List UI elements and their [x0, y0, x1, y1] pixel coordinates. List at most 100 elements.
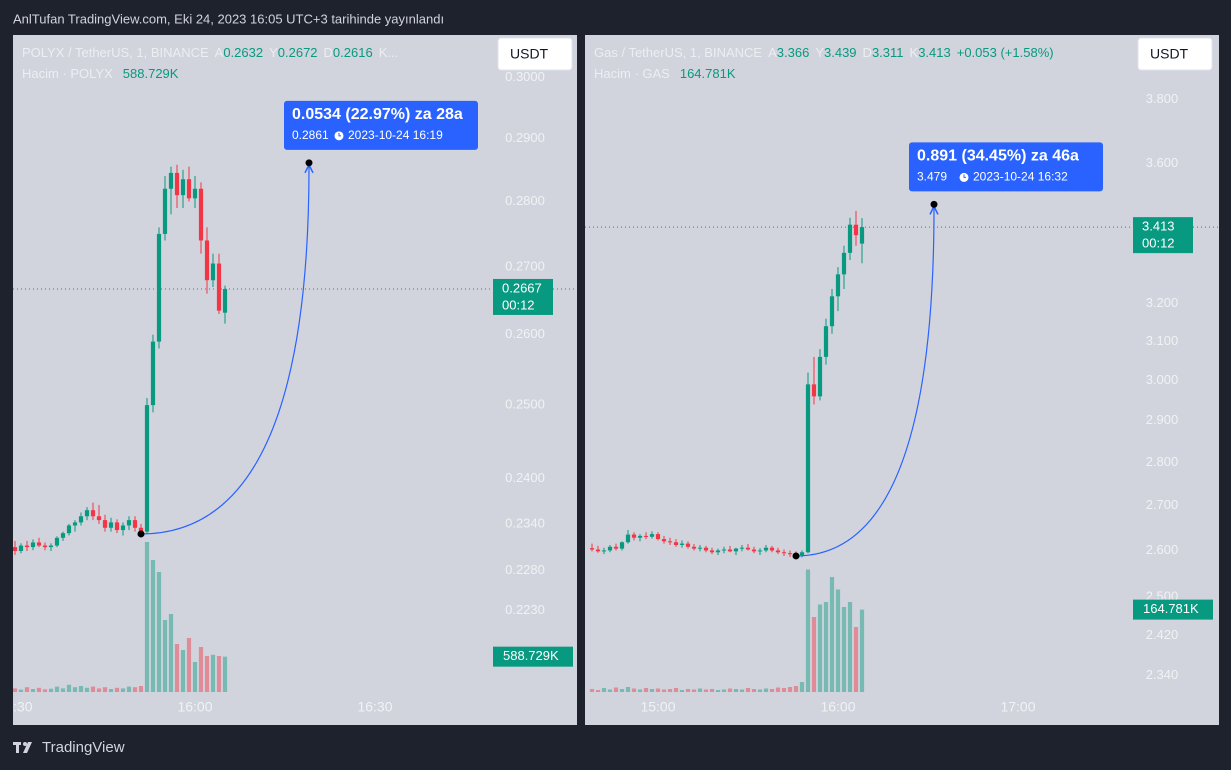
- volume-bar: [13, 688, 18, 692]
- volume-bar: [90, 686, 96, 692]
- volume-bar: [198, 647, 204, 692]
- legend-key: Y: [269, 45, 278, 60]
- legend-key: D: [863, 45, 872, 60]
- candle-body: [114, 522, 120, 531]
- volume-badge-label: 588.729K: [503, 648, 559, 663]
- volume-bar: [631, 688, 637, 692]
- y-tick-label: 2.700: [1146, 497, 1179, 512]
- volume-bar: [595, 690, 601, 692]
- last-price-badge: [493, 278, 553, 315]
- volume-bar: [150, 560, 156, 692]
- legend-key: K: [910, 45, 919, 60]
- candle-body: [180, 179, 186, 196]
- candle-body: [66, 525, 72, 534]
- candle-body: [685, 543, 691, 547]
- candle-body: [631, 534, 637, 538]
- volume-bar: [655, 688, 661, 692]
- candle-body: [192, 188, 198, 199]
- countdown-label: 00:12: [502, 297, 535, 312]
- candle-body: [72, 522, 78, 526]
- candle-body: [667, 541, 673, 543]
- legend-value: 3.366: [777, 45, 810, 60]
- volume-bar: [751, 689, 757, 692]
- candle-body: [691, 546, 697, 549]
- candle-body: [625, 534, 631, 543]
- candle-body: [733, 548, 739, 552]
- candle-body: [673, 542, 679, 545]
- candle-body: [817, 356, 823, 397]
- volume-bar: [186, 638, 192, 692]
- candle-body: [96, 516, 102, 521]
- candle-body: [36, 542, 42, 546]
- volume-bar: [18, 689, 24, 692]
- x-tick-label: 16:00: [177, 699, 212, 715]
- candle-body: [787, 553, 793, 555]
- currency-button[interactable]: [497, 37, 573, 71]
- candle-body: [204, 240, 210, 281]
- candle-body: [703, 547, 709, 551]
- candle-body: [853, 224, 859, 236]
- y-tick-label: 0.2500: [505, 397, 545, 412]
- volume-bar: [619, 689, 625, 692]
- legend-volume: Hacim · POLYX 588.729K: [22, 66, 179, 81]
- volume-bar: [210, 654, 216, 692]
- candle-body: [156, 233, 162, 342]
- volume-bar: [138, 686, 144, 692]
- y-tick-label: 0.2230: [505, 602, 545, 617]
- volume-bar: [114, 687, 120, 692]
- legend-value: 0.2616: [333, 45, 373, 60]
- candle-body: [132, 520, 138, 528]
- candle-body: [655, 534, 661, 540]
- volume-bar: [589, 689, 595, 692]
- legend-value: +0.053 (+1.58%): [957, 45, 1054, 60]
- candle-body: [30, 542, 36, 548]
- footer-brand: TradingView: [42, 739, 125, 756]
- header-text: AnlTufan TradingView.com, Eki 24, 2023 1…: [13, 11, 444, 26]
- y-tick-label: 0.2800: [505, 193, 545, 208]
- candle-body: [745, 547, 751, 550]
- volume-bar: [156, 572, 162, 692]
- legend-key: Y: [815, 45, 824, 60]
- candle-body: [721, 549, 727, 551]
- candle-body: [841, 252, 847, 275]
- candle-body: [216, 263, 222, 311]
- currency-button[interactable]: [1137, 37, 1213, 71]
- volume-bar: [727, 688, 733, 692]
- volume-bar: [84, 687, 90, 692]
- volume-bar: [108, 689, 114, 692]
- volume-value: 588.729K: [123, 66, 179, 81]
- candle-body: [751, 549, 757, 552]
- volume-bar: [703, 689, 709, 692]
- volume-bar: [661, 689, 667, 692]
- volume-bar: [697, 688, 703, 692]
- volume-bar: [192, 662, 198, 692]
- volume-bar: [859, 609, 865, 692]
- volume-bar: [643, 688, 649, 692]
- candle-body: [120, 525, 126, 531]
- candle-body: [637, 535, 643, 538]
- x-tick-label: 16:00: [820, 699, 855, 715]
- candle-body: [739, 547, 745, 549]
- candle-body: [811, 384, 817, 397]
- candle-body: [108, 522, 114, 528]
- volume-bar: [775, 687, 781, 692]
- y-tick-label: 3.100: [1146, 333, 1179, 348]
- y-tick-label: 2.340: [1146, 667, 1179, 682]
- legend-value: 0.2632: [223, 45, 263, 60]
- candle-body: [42, 545, 48, 548]
- legend-value: 3.413: [918, 45, 951, 60]
- chart-panel: 15:30 16:00 16:30 0.3000 0.2900 0.2800 0.2700 0…: [13, 35, 577, 725]
- volume-bar: [625, 687, 631, 692]
- candle-body: [589, 548, 595, 550]
- volume-bar: [60, 688, 66, 692]
- candle-body: [126, 520, 132, 526]
- candle-body: [198, 188, 204, 241]
- candle-body: [829, 296, 835, 327]
- volume-bar: [613, 687, 619, 692]
- x-tick-label: 17:00: [1000, 699, 1035, 715]
- volume-bar: [222, 656, 228, 692]
- candle-body: [823, 326, 829, 357]
- y-tick-label: 0.2340: [505, 515, 545, 530]
- candle-body: [162, 188, 168, 234]
